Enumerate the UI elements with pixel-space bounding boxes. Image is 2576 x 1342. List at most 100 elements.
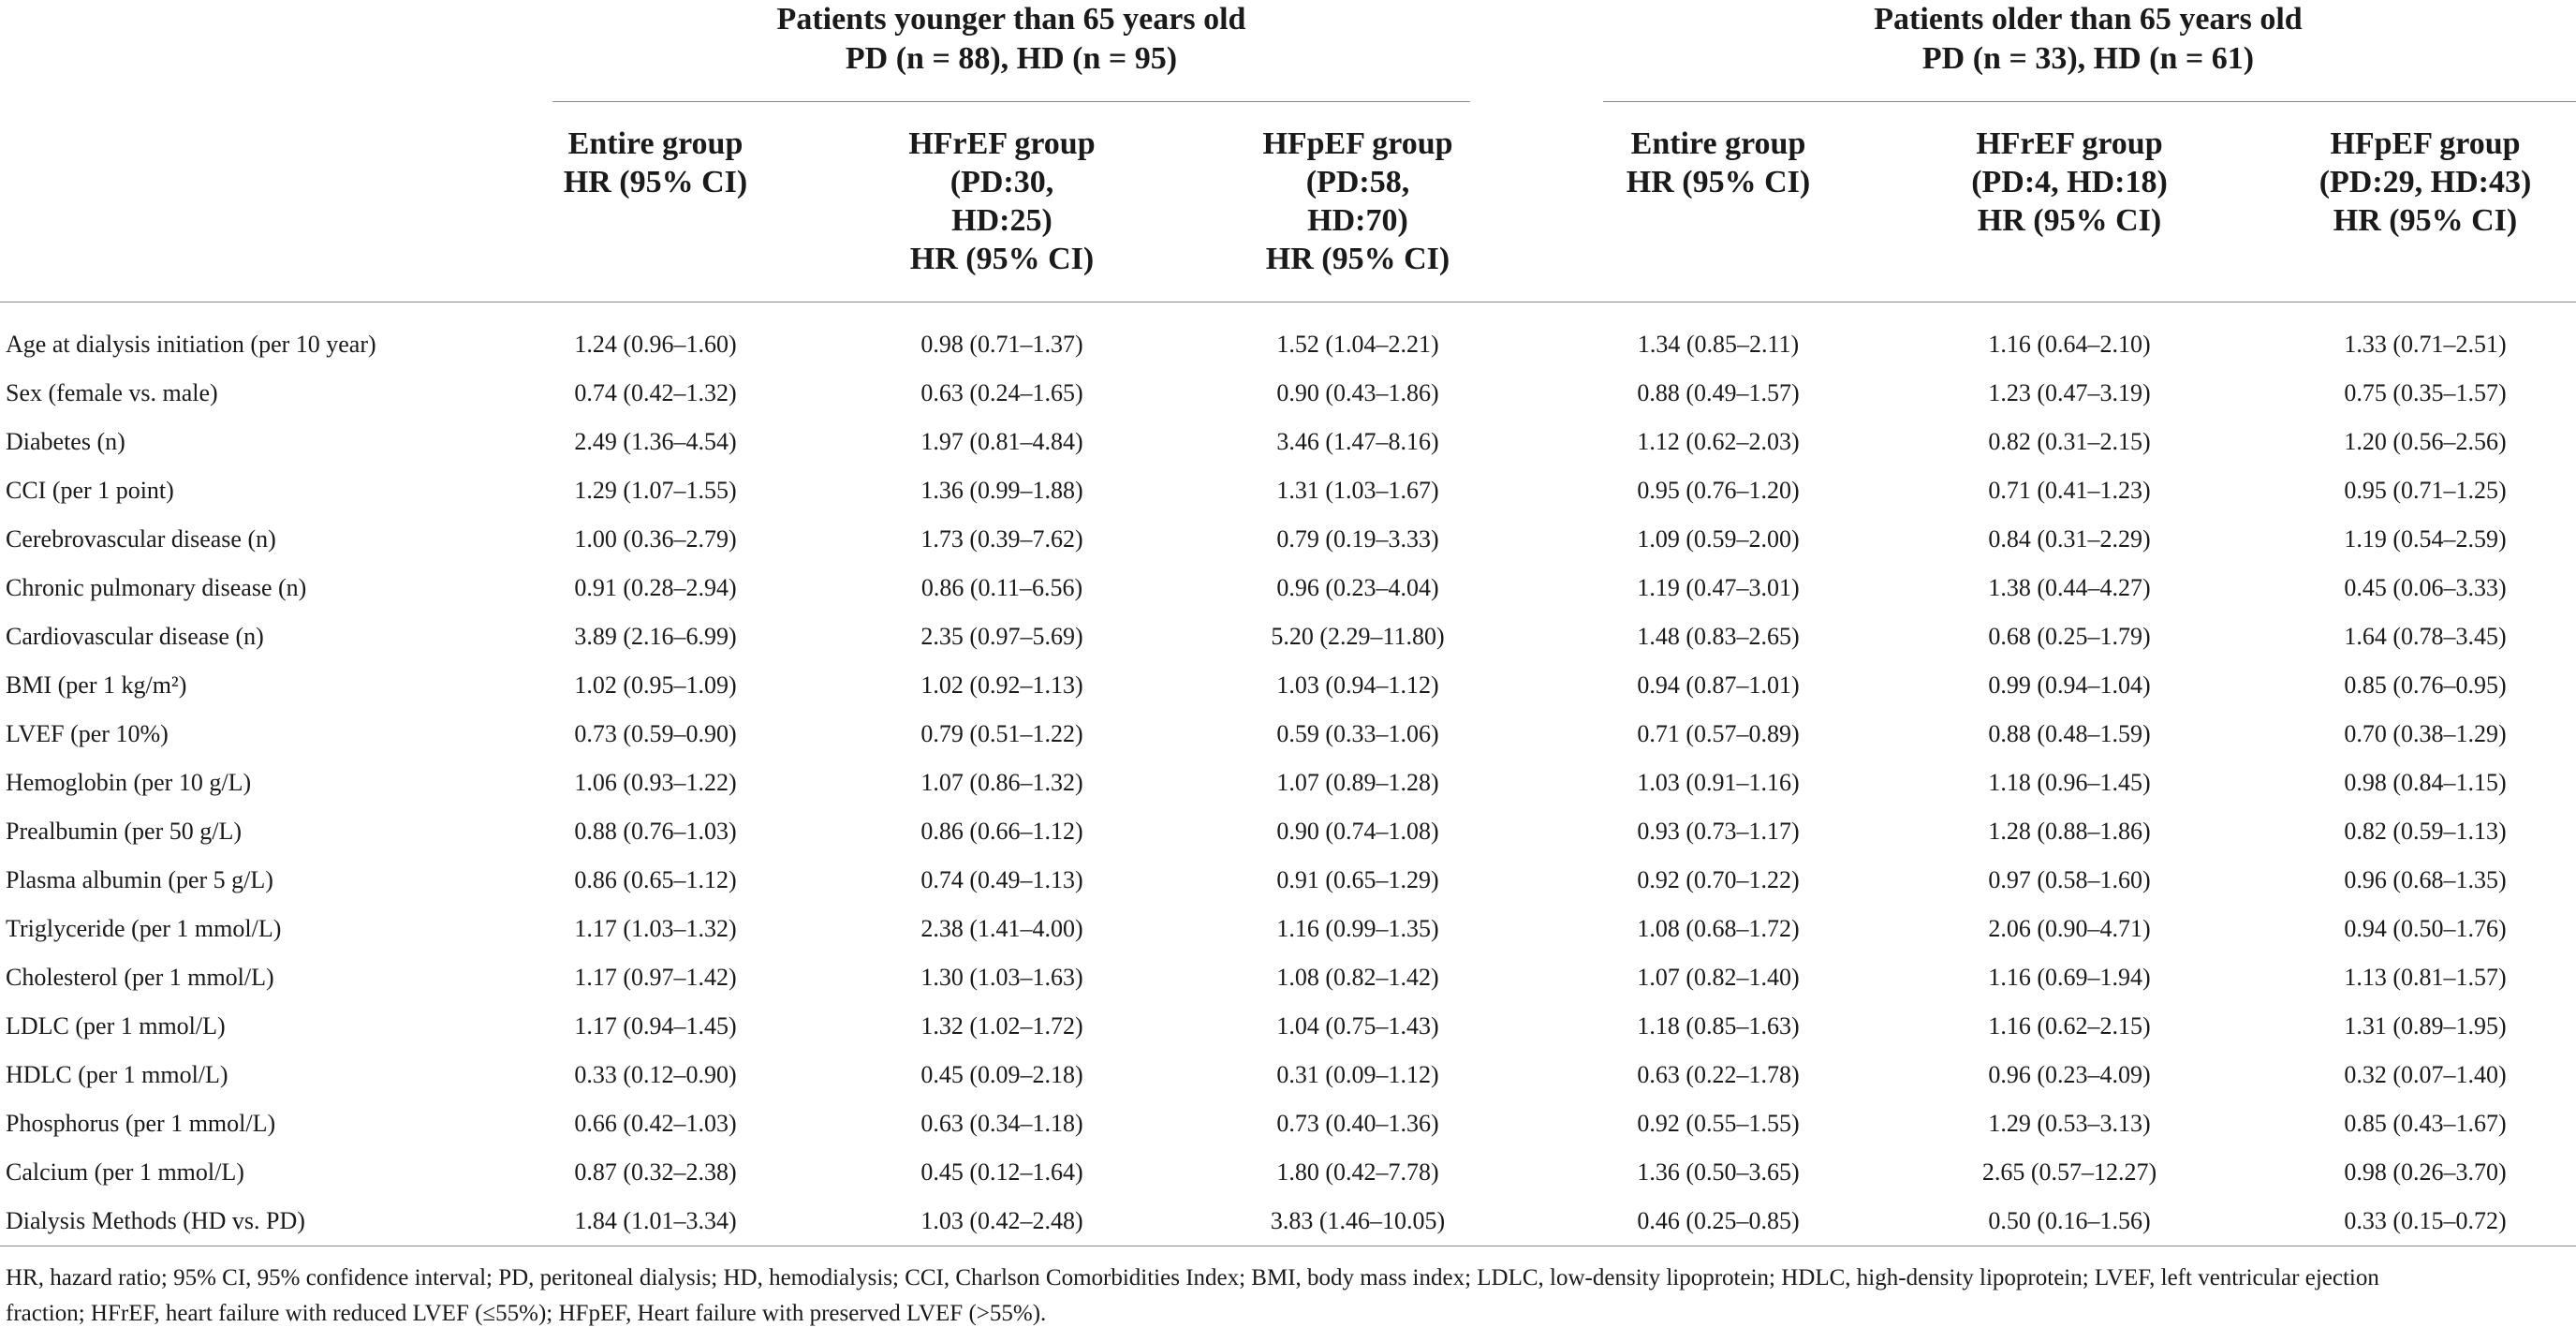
table-cell: 0.85 (0.43–1.67) xyxy=(2344,1110,2507,1137)
table-cell: 2.65 (0.57–12.27) xyxy=(1981,1158,2157,1186)
table-cell: 1.13 (0.81–1.57) xyxy=(2344,964,2507,991)
column-header-line: (PD:30, xyxy=(949,165,1054,199)
column-header: HFrEF group (PD:4, HD:18) HR (95% CI) xyxy=(1920,125,2219,240)
column-header-line: HR (95% CI) xyxy=(1626,165,1811,199)
table-cell: 1.48 (0.83–2.65) xyxy=(1637,623,1800,650)
table-cell: 2.38 (1.41–4.00) xyxy=(920,915,1083,942)
table-cell: 0.73 (0.59–0.90) xyxy=(574,720,737,747)
table-cell: 1.36 (0.50–3.65) xyxy=(1637,1158,1800,1186)
table-cell: 0.63 (0.24–1.65) xyxy=(920,379,1083,406)
table-cell: 0.33 (0.15–0.72) xyxy=(2344,1207,2507,1234)
table-cell: 1.31 (0.89–1.95) xyxy=(2344,1012,2507,1040)
table-row: Hemoglobin (per 10 g/L) 1.06 (0.93–1.22) 1… xyxy=(0,759,2576,807)
table-cell: 1.17 (0.94–1.45) xyxy=(574,1012,737,1040)
table-cell: 0.91 (0.65–1.29) xyxy=(1276,866,1439,893)
table-cell: 0.59 (0.33–1.06) xyxy=(1276,720,1439,747)
table-row: CCI (per 1 point) 1.29 (1.07–1.55) 1.36 (0… xyxy=(0,466,2576,515)
table-cell: 1.17 (0.97–1.42) xyxy=(574,964,737,991)
table-cell: 0.98 (0.84–1.15) xyxy=(2344,769,2507,796)
table-cell: 0.45 (0.12–1.64) xyxy=(920,1158,1083,1186)
table-cell: 1.19 (0.47–3.01) xyxy=(1637,574,1800,601)
table-cell: 0.86 (0.65–1.12) xyxy=(574,866,737,893)
row-label: Age at dialysis initiation (per 10 year) xyxy=(6,331,376,358)
table-cell: 0.90 (0.74–1.08) xyxy=(1276,818,1439,845)
table-cell: 1.03 (0.42–2.48) xyxy=(920,1207,1083,1234)
table-cell: 1.18 (0.85–1.63) xyxy=(1637,1012,1800,1040)
table-cell: 1.08 (0.68–1.72) xyxy=(1637,915,1800,942)
table-cell: 0.85 (0.76–0.95) xyxy=(2344,671,2507,699)
table-cell: 1.23 (0.47–3.19) xyxy=(1988,379,2151,406)
table-cell: 0.98 (0.71–1.37) xyxy=(920,331,1083,358)
column-header-line: HD:25) xyxy=(951,203,1052,238)
table-cell: 1.07 (0.86–1.32) xyxy=(920,769,1083,796)
table-cell: 1.03 (0.94–1.12) xyxy=(1276,671,1439,699)
table-cell: 1.16 (0.99–1.35) xyxy=(1276,915,1439,942)
table-cell: 1.31 (1.03–1.67) xyxy=(1276,477,1439,504)
table-cell: 1.84 (1.01–3.34) xyxy=(574,1207,737,1234)
table-cell: 0.94 (0.87–1.01) xyxy=(1637,671,1800,699)
table-cell: 1.36 (0.99–1.88) xyxy=(920,477,1083,504)
table-row: Calcium (per 1 mmol/L) 0.87 (0.32–2.38) 0.… xyxy=(0,1148,2576,1197)
table-cell: 0.86 (0.66–1.12) xyxy=(920,818,1083,845)
column-header-line: Entire group xyxy=(1630,126,1806,161)
table-cell: 0.50 (0.16–1.56) xyxy=(1988,1207,2151,1234)
table-cell: 0.87 (0.32–2.38) xyxy=(574,1158,737,1186)
table-cell: 1.38 (0.44–4.27) xyxy=(1988,574,2151,601)
row-label: LVEF (per 10%) xyxy=(6,720,169,747)
column-header-line: HFrEF group xyxy=(908,126,1096,161)
table-cell: 0.73 (0.40–1.36) xyxy=(1276,1110,1439,1137)
column-header-line: HD:70) xyxy=(1307,203,1408,238)
column-header-line: (PD:29, HD:43) xyxy=(2318,165,2532,199)
table-cell: 1.29 (0.53–3.13) xyxy=(1988,1110,2151,1137)
table-cell: 0.90 (0.43–1.86) xyxy=(1276,379,1439,406)
column-header-line: HR (95% CI) xyxy=(2333,203,2518,238)
table-cell: 0.94 (0.50–1.76) xyxy=(2344,915,2507,942)
table-cell: 0.96 (0.68–1.35) xyxy=(2344,866,2507,893)
table-cell: 3.46 (1.47–8.16) xyxy=(1276,428,1439,455)
table-row: Phosphorus (per 1 mmol/L) 0.66 (0.42–1.03… xyxy=(0,1099,2576,1148)
column-header-line: HR (95% CI) xyxy=(909,242,1095,276)
table-cell: 0.82 (0.31–2.15) xyxy=(1988,428,2151,455)
table-cell: 3.83 (1.46–10.05) xyxy=(1270,1207,1446,1234)
row-label: Dialysis Methods (HD vs. PD) xyxy=(6,1207,305,1234)
column-header-line: HFpEF group xyxy=(1262,126,1453,161)
table-cell: 1.97 (0.81–4.84) xyxy=(920,428,1083,455)
column-header-line: HFrEF group xyxy=(1976,126,2163,161)
table-cell: 1.33 (0.71–2.51) xyxy=(2344,331,2507,358)
table-cell: 1.80 (0.42–7.78) xyxy=(1276,1158,1439,1186)
column-header: HFpEF group (PD:58, HD:70) HR (95% CI) xyxy=(1208,125,1508,278)
column-header-line: HR (95% CI) xyxy=(563,165,748,199)
column-header-line: Entire group xyxy=(567,126,743,161)
table-cell: 0.86 (0.11–6.56) xyxy=(920,574,1083,601)
group-header-younger: Patients younger than 65 years old PD (n… xyxy=(552,0,1470,79)
table-cell: 1.16 (0.62–2.15) xyxy=(1988,1012,2151,1040)
column-header-line: HFpEF group xyxy=(2330,126,2521,161)
table-cell: 1.17 (1.03–1.32) xyxy=(574,915,737,942)
row-label: HDLC (per 1 mmol/L) xyxy=(6,1061,228,1088)
group-header-older-title: Patients older than 65 years old xyxy=(1874,2,2303,37)
table-cell: 1.73 (0.39–7.62) xyxy=(920,525,1083,553)
table-footnote: HR, hazard ratio; 95% CI, 95% confidence… xyxy=(6,1261,2571,1332)
column-header-line: (PD:4, HD:18) xyxy=(1971,165,2168,199)
table-cell: 0.88 (0.76–1.03) xyxy=(574,818,737,845)
row-label: BMI (per 1 kg/m²) xyxy=(6,671,187,699)
row-label: Cholesterol (per 1 mmol/L) xyxy=(6,964,274,991)
table-row: Plasma albumin (per 5 g/L) 0.86 (0.65–1.1… xyxy=(0,856,2576,905)
column-header-line: HR (95% CI) xyxy=(1977,203,2162,238)
table-body: Age at dialysis initiation (per 10 year)… xyxy=(0,320,2576,1246)
row-label: Triglyceride (per 1 mmol/L) xyxy=(6,915,282,942)
table-cell: 0.91 (0.28–2.94) xyxy=(574,574,737,601)
table-cell: 0.79 (0.19–3.33) xyxy=(1276,525,1439,553)
table-cell: 1.08 (0.82–1.42) xyxy=(1276,964,1439,991)
table-cell: 1.02 (0.92–1.13) xyxy=(920,671,1083,699)
table-row: Cerebrovascular disease (n) 1.00 (0.36–2.… xyxy=(0,515,2576,564)
table-cell: 2.49 (1.36–4.54) xyxy=(574,428,737,455)
table-cell: 1.34 (0.85–2.11) xyxy=(1637,331,1800,358)
table-row: BMI (per 1 kg/m²) 1.02 (0.95–1.09) 1.02 (0… xyxy=(0,661,2576,710)
table-cell: 2.35 (0.97–5.69) xyxy=(920,623,1083,650)
row-label: Plasma albumin (per 5 g/L) xyxy=(6,866,273,893)
table-row: Cholesterol (per 1 mmol/L) 1.17 (0.97–1.4… xyxy=(0,953,2576,1002)
row-label: Sex (female vs. male) xyxy=(6,379,218,406)
group-header-older-counts: PD (n = 33), HD (n = 61) xyxy=(1921,41,2255,76)
